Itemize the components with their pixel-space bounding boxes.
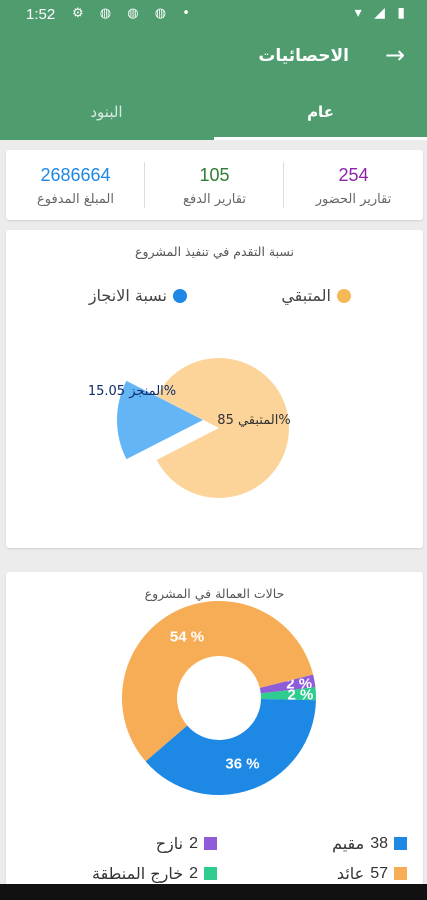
legend-label: خارج المنطقة	[91, 864, 184, 883]
legend-square	[394, 837, 407, 850]
stat-label: تقارير الحضور	[315, 192, 392, 207]
slice-label-remaining: المتبقي 85%	[217, 413, 290, 428]
tab-indicator	[214, 137, 427, 140]
donut-value-label: 54 %	[170, 628, 204, 645]
divider	[283, 162, 284, 208]
chart-title: حالات العمالة في المشروع	[144, 586, 285, 601]
legend-label: المتبقي	[281, 286, 331, 305]
labor-chart-card: حالات العمالة في المشروع 2 % 2 % 36 % 54 % …	[6, 572, 423, 900]
tab-items[interactable]: البنود	[90, 103, 123, 121]
legend-square	[394, 867, 407, 880]
page-title: الاحصائيات	[258, 46, 349, 66]
status-time: 1:52	[26, 6, 56, 23]
donut-slice-outside-region	[260, 687, 316, 701]
stat-value: 105	[199, 165, 230, 185]
notification-icons: ⚙ ◍ ◍ ◍ •	[72, 6, 196, 21]
labor-donut-chart: 2 %2 % 36 % 54 %	[121, 600, 316, 795]
stat-attendance-reports[interactable]: 254 تقارير الحضور	[284, 150, 423, 220]
stat-label: المبلغ المدفوع	[37, 192, 114, 207]
legend-displaced: 2 نازح	[156, 834, 217, 853]
tab-general[interactable]: عام	[307, 103, 334, 121]
legend-square	[204, 867, 217, 880]
app-bar: الاحصائيات → عام البنود	[0, 30, 427, 140]
legend-label: نسبة الانجاز	[88, 286, 167, 305]
donut-value-label: 36 %	[225, 755, 259, 772]
stat-payment-reports[interactable]: 105 تقارير الدفع	[145, 150, 284, 220]
system-icons: ▾ ◢ ▮	[354, 5, 409, 21]
stat-value: 2686664	[40, 165, 111, 185]
stat-label: تقارير الدفع	[183, 192, 246, 207]
legend-dot	[173, 288, 187, 303]
summary-stats-card: 254 تقارير الحضور 105 تقارير الدفع 26866…	[6, 150, 423, 220]
back-button[interactable]: →	[379, 40, 411, 72]
system-nav-bar	[0, 884, 427, 900]
legend-outside-region: 2 خارج المنطقة	[92, 864, 217, 883]
legend-resident: 38 مقيم	[332, 834, 407, 853]
legend-dot	[337, 288, 351, 303]
donut-value-label: 2 %	[287, 686, 313, 703]
stat-value: 254	[338, 165, 369, 185]
progress-pie-chart: المتبقي 85% المنجز 15.05%	[88, 358, 291, 498]
arrow-right-icon: →	[384, 41, 406, 69]
status-bar: 1:52 ⚙ ◍ ◍ ◍ • ▾ ◢ ▮	[0, 0, 427, 30]
legend-label: عائد	[336, 864, 365, 883]
legend-count: 38	[370, 834, 388, 852]
legend-count: 57	[370, 864, 388, 882]
legend-count: 2	[189, 864, 198, 882]
legend-returnee: 57 عائد	[337, 864, 407, 883]
legend-label: نازح	[155, 834, 184, 853]
donut-slice-returnee	[121, 600, 314, 762]
chart-title: نسبة التقدم في تنفيذ المشروع	[134, 244, 295, 259]
pie-slice-achieved	[117, 380, 203, 460]
stat-amount-paid[interactable]: 2686664 المبلغ المدفوع	[6, 150, 145, 220]
donut-slice-displaced	[259, 674, 316, 694]
tab-bar: عام البنود	[0, 88, 427, 140]
legend-square	[204, 837, 217, 850]
slice-label-achieved: المنجز 15.05%	[88, 384, 176, 399]
pie-slice-remaining	[156, 358, 289, 498]
legend-achieved: نسبة الانجاز	[89, 286, 187, 305]
donut-slice-resident	[145, 698, 316, 795]
legend-remaining: المتبقي	[281, 286, 351, 305]
progress-chart-card: نسبة التقدم في تنفيذ المشروع المتبقي نسب…	[6, 230, 423, 548]
legend-label: مقيم	[332, 834, 365, 853]
divider	[144, 162, 145, 208]
donut-value-label: 2 %	[286, 676, 312, 693]
legend-count: 2	[189, 834, 198, 852]
